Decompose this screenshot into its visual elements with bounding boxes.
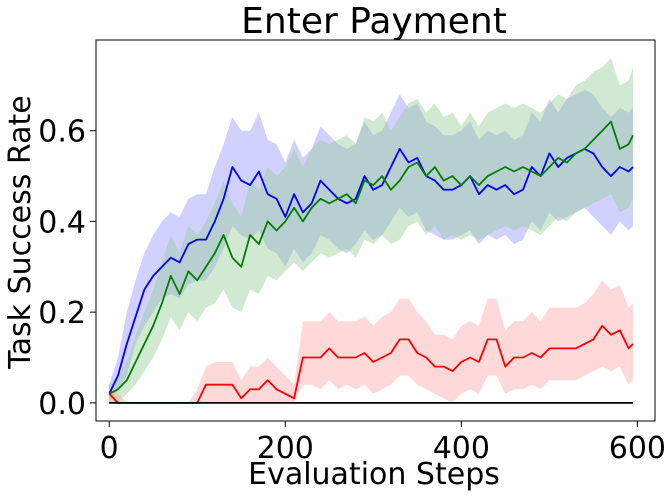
plot-area <box>108 58 634 404</box>
series-group <box>108 58 634 404</box>
y-tick-label-0.6: 0.6 <box>38 115 86 150</box>
plot-frame <box>95 39 656 422</box>
x-tick-label-200: 200 <box>257 431 314 466</box>
x-axis-label: Evaluation Steps <box>248 457 500 492</box>
chart-title: Enter Payment <box>241 1 507 42</box>
y-tick-label-0.4: 0.4 <box>38 205 86 240</box>
series-1-line <box>108 147 634 395</box>
y-tick-label-0.2: 0.2 <box>38 296 86 331</box>
y-axis-label: Task Success Rate <box>3 95 38 369</box>
x-tick-label-0: 0 <box>100 431 119 466</box>
x-tick-label-400: 400 <box>433 431 490 466</box>
y-tick-label-0.0: 0.0 <box>38 387 86 422</box>
series-3-band <box>109 280 633 403</box>
x-tick-label-600: 600 <box>609 431 666 466</box>
series-2-band <box>109 58 633 403</box>
series-2-line <box>108 120 634 395</box>
axes: 0 200 400 600 0.0 0.2 0.4 0.6 <box>38 39 666 466</box>
